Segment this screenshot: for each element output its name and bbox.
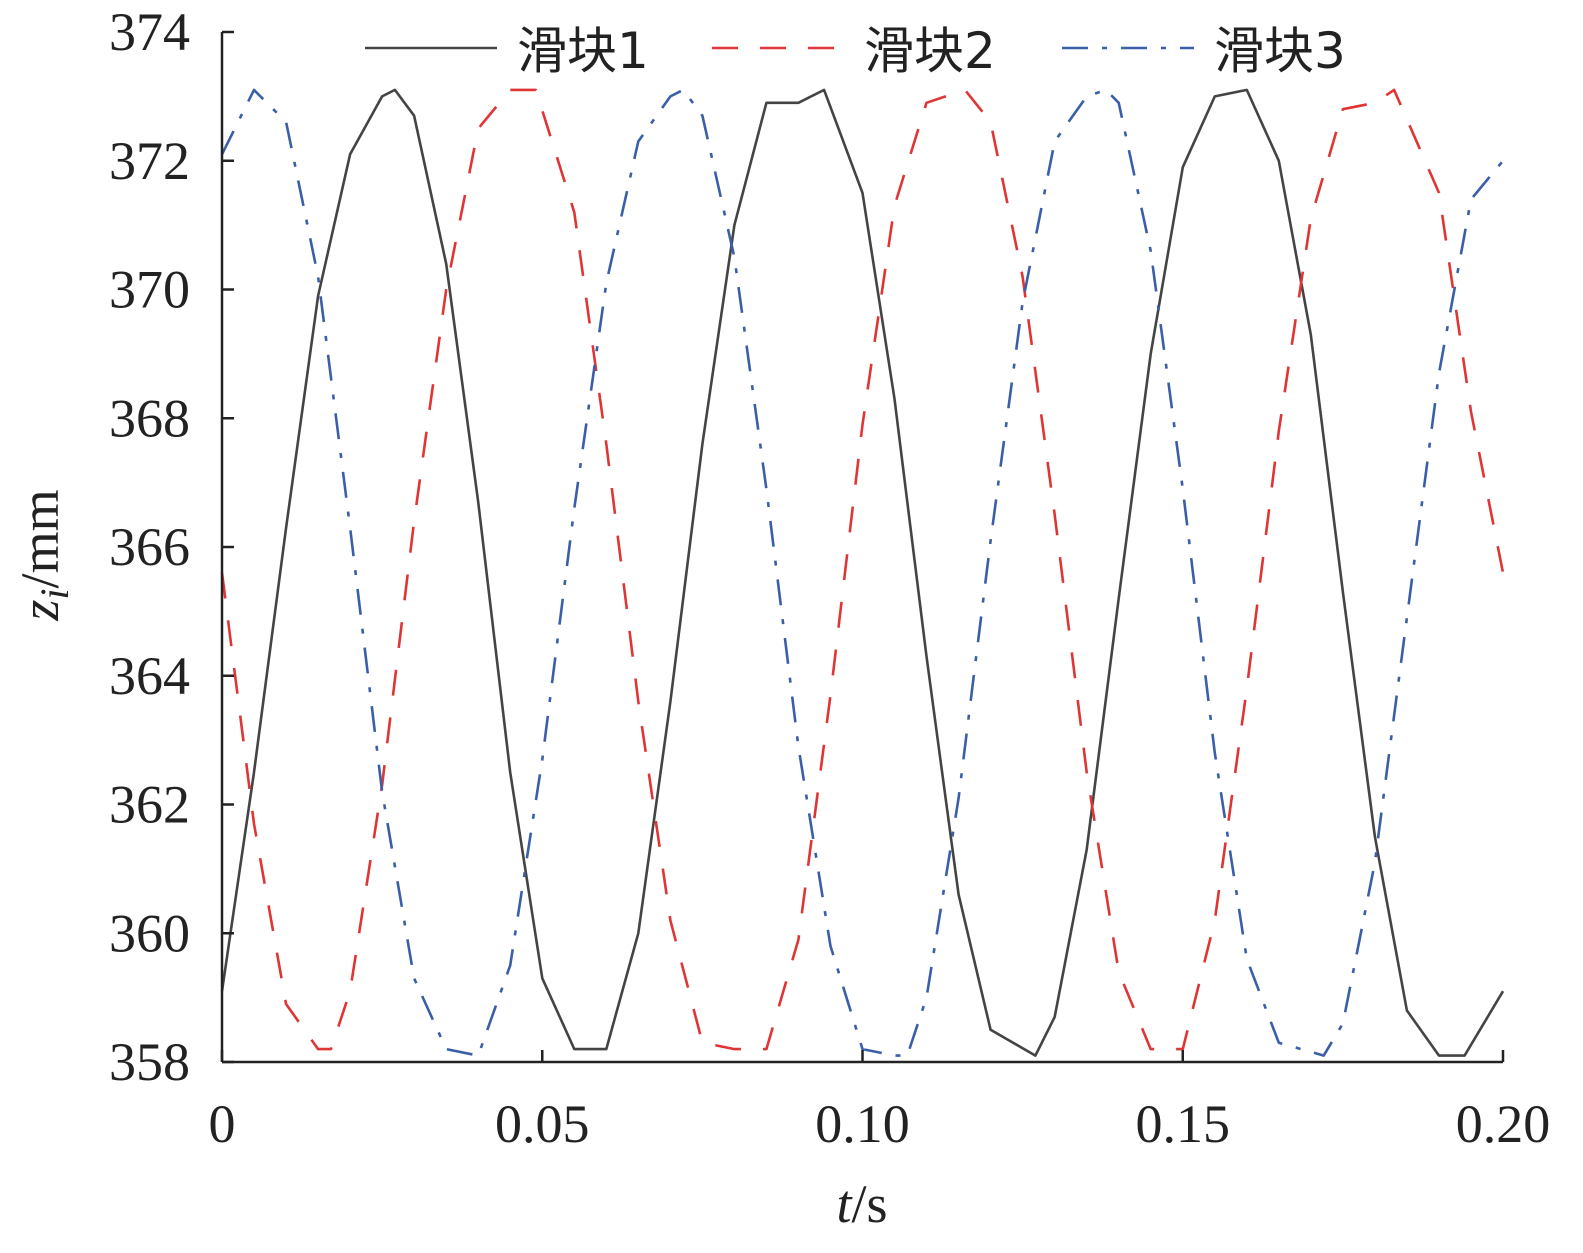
x-tick-label: 0.15 bbox=[1136, 1094, 1231, 1154]
y-axis-title-unit: /mm bbox=[10, 489, 70, 588]
x-axis-title-variable: t bbox=[836, 1174, 853, 1234]
x-tick-label: 0 bbox=[209, 1094, 236, 1154]
y-tick-label: 362 bbox=[109, 775, 190, 835]
y-axis-title: zi/mm bbox=[10, 489, 77, 621]
y-tick-label: 366 bbox=[109, 517, 190, 577]
y-tick-label: 364 bbox=[109, 646, 190, 706]
legend-label-3: 滑块3 bbox=[1214, 22, 1346, 80]
legend-label-2: 滑块2 bbox=[864, 22, 996, 80]
y-tick-label: 360 bbox=[109, 903, 190, 963]
x-axis-title: t/s bbox=[836, 1174, 887, 1234]
legend: 滑块1 滑块2 滑块3 bbox=[365, 22, 1346, 80]
x-tick-label: 0.05 bbox=[495, 1094, 590, 1154]
series-line-3 bbox=[220, 88, 1505, 1057]
x-tick-label: 0.10 bbox=[815, 1094, 910, 1154]
y-tick-label: 370 bbox=[109, 260, 190, 320]
x-axis-title-unit: /s bbox=[851, 1174, 887, 1234]
legend-label-1: 滑块1 bbox=[517, 22, 649, 80]
legend-entries: 滑块1 滑块2 滑块3 bbox=[365, 22, 1346, 80]
tick-layer: 0 0.05 0.10 0.15 0.20 358 360 362 364 366 368 370 37… bbox=[109, 2, 1550, 1154]
y-tick-label: 368 bbox=[109, 388, 190, 448]
series-line-1 bbox=[220, 88, 1505, 1057]
y-tick-label: 372 bbox=[109, 131, 190, 191]
x-tick-label: 0.20 bbox=[1456, 1094, 1551, 1154]
y-tick-label: 374 bbox=[109, 2, 190, 62]
y-axis-title-variable: z bbox=[10, 600, 70, 622]
y-axis-title-subscript: i bbox=[32, 588, 77, 599]
series-layer bbox=[220, 88, 1505, 1057]
plot-area: 0 0.05 0.10 0.15 0.20 358 360 362 364 366 368 370 37… bbox=[109, 2, 1550, 1154]
y-tick-label: 358 bbox=[109, 1032, 190, 1092]
series-line-2 bbox=[220, 88, 1505, 1051]
